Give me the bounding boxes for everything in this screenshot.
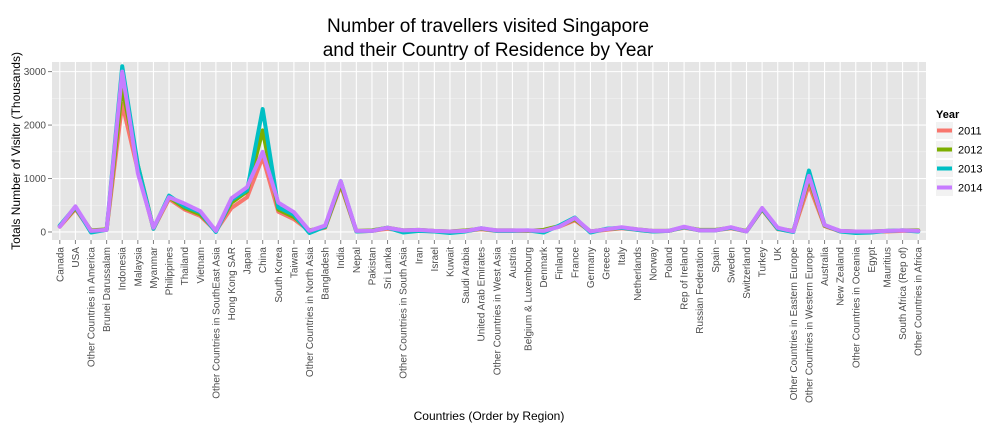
x-axis-ticks: Canada USA Other Countries in America Brune… xyxy=(55,240,925,403)
x-tick-label: Netherlands xyxy=(633,247,644,301)
legend-label-2014: 2014 xyxy=(958,183,982,195)
chart-title-line-2: and their Country of Residence by Year xyxy=(323,40,654,61)
legend-label-2013: 2013 xyxy=(958,164,982,176)
x-tick-label: Indonesia xyxy=(118,247,129,291)
x-tick-label: Belgium & Luxembourg xyxy=(524,247,535,351)
x-tick-label: Taiwan xyxy=(289,247,300,278)
x-tick-label: Canada xyxy=(55,247,66,282)
x-tick-label: UK xyxy=(773,247,784,261)
x-tick-label: Other Countries in Eastern Europe xyxy=(789,247,800,401)
y-axis-ticks: 0 1000 2000 3000 xyxy=(24,67,52,238)
x-tick-label: Pakistan xyxy=(367,247,378,285)
series-lines xyxy=(57,64,921,236)
legend-label-2011: 2011 xyxy=(958,126,982,138)
y-tick-label: 2000 xyxy=(24,121,47,132)
x-tick-label: Switzerland xyxy=(742,247,753,299)
x-tick-label: India xyxy=(336,247,347,269)
x-tick-label: Malaysia xyxy=(133,247,144,287)
x-tick-label: Other Countries in North Asia xyxy=(305,247,316,377)
x-tick-label: Iran xyxy=(414,247,425,264)
legend-title: Year xyxy=(936,109,960,121)
x-tick-label: Australia xyxy=(820,247,831,286)
x-tick-label: Philippines xyxy=(165,247,176,295)
x-tick-label: Sweden xyxy=(726,247,737,283)
x-tick-label: New Zealand xyxy=(836,247,847,306)
x-tick-label: Austria xyxy=(508,247,519,279)
x-tick-label: Nepal xyxy=(352,247,363,273)
x-tick-label: Sri Lanka xyxy=(383,247,394,290)
x-tick-label: Italy xyxy=(617,247,628,265)
x-tick-label: Other Countries in America xyxy=(87,247,98,367)
x-tick-label: Denmark xyxy=(539,246,550,288)
x-tick-label: Thailand xyxy=(180,247,191,285)
x-tick-label: Finland xyxy=(555,247,566,280)
x-tick-label: Other Countries in SouthEast Asia xyxy=(211,247,222,399)
x-tick-label: Saudi Arabia xyxy=(461,247,472,304)
legend-label-2012: 2012 xyxy=(958,145,982,157)
x-tick-label: Other Countries in South Asia xyxy=(399,247,410,379)
plot-panel xyxy=(52,62,926,240)
x-tick-label: Mauritius xyxy=(882,247,893,288)
series-line-2014 xyxy=(57,69,921,234)
x-tick-label: Greece xyxy=(602,247,613,280)
x-axis-title: Countries (Order by Region) xyxy=(414,409,565,423)
x-tick-label: France xyxy=(570,247,581,279)
x-tick-label: Spain xyxy=(711,247,722,273)
x-tick-label: Rep of Ireland xyxy=(680,247,691,310)
y-tick-label: 0 xyxy=(40,227,46,238)
x-tick-label: Brunei Darussalam xyxy=(102,247,113,332)
x-tick-label: Other Countries in Africa xyxy=(914,247,925,356)
x-tick-label: Poland xyxy=(664,247,675,278)
chart-title-line-1: Number of travellers visited Singapore xyxy=(327,16,649,37)
x-tick-label: Egypt xyxy=(867,247,878,273)
x-tick-label: Israel xyxy=(430,247,441,271)
x-tick-label: Other Countries in Oceania xyxy=(851,247,862,369)
x-tick-label: Japan xyxy=(243,247,254,274)
x-tick-label: United Arab Emirates xyxy=(477,247,488,342)
x-tick-label: Myanmar xyxy=(149,246,160,288)
x-tick-label: Other Countries in Western Europe xyxy=(804,247,815,403)
y-axis-title: Totals Number of Visitor (Thousands) xyxy=(9,52,23,250)
x-tick-label: Hong Kong SAR xyxy=(227,247,238,320)
x-tick-label: Russian Federation xyxy=(695,247,706,334)
x-tick-label: South Africa (Rep of) xyxy=(898,247,909,340)
y-tick-label: 1000 xyxy=(24,174,47,185)
x-tick-label: Vietnam xyxy=(196,247,207,284)
x-tick-label: Norway xyxy=(648,247,659,281)
x-tick-label: Turkey xyxy=(758,247,769,277)
x-tick-label: China xyxy=(258,247,269,274)
legend: Year 2011 2012 2013 2014 xyxy=(936,109,982,196)
y-tick-label: 3000 xyxy=(24,67,47,78)
x-tick-label: Germany xyxy=(586,247,597,288)
x-tick-label: Other Countries in West Asia xyxy=(492,247,503,376)
x-tick-label: USA xyxy=(71,247,82,268)
x-tick-label: South Korea xyxy=(274,247,285,303)
x-tick-label: Kuwait xyxy=(445,247,456,277)
x-tick-label: Bangladesh xyxy=(321,247,332,300)
